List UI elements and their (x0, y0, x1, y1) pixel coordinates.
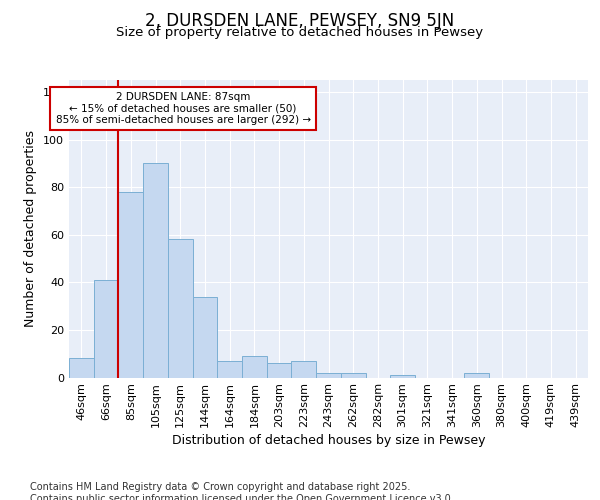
Text: Size of property relative to detached houses in Pewsey: Size of property relative to detached ho… (116, 26, 484, 39)
Y-axis label: Number of detached properties: Number of detached properties (25, 130, 37, 327)
Bar (242, 356, 267, 378)
Text: Contains HM Land Registry data © Crown copyright and database right 2025.
Contai: Contains HM Land Registry data © Crown c… (30, 482, 454, 500)
Text: 2, DURSDEN LANE, PEWSEY, SN9 5JN: 2, DURSDEN LANE, PEWSEY, SN9 5JN (145, 12, 455, 30)
Bar (143, 164, 168, 378)
Bar (94, 280, 118, 378)
Text: 2 DURSDEN LANE: 87sqm
← 15% of detached houses are smaller (50)
85% of semi-deta: 2 DURSDEN LANE: 87sqm ← 15% of detached … (56, 92, 311, 125)
Bar (168, 240, 193, 378)
Bar (267, 363, 292, 378)
Bar (464, 372, 489, 378)
Bar (69, 358, 94, 378)
Bar (316, 372, 341, 378)
Bar (193, 296, 217, 378)
Bar (217, 361, 242, 378)
Bar (341, 372, 365, 378)
X-axis label: Distribution of detached houses by size in Pewsey: Distribution of detached houses by size … (172, 434, 485, 448)
Bar (118, 192, 143, 378)
Bar (390, 375, 415, 378)
Bar (292, 361, 316, 378)
